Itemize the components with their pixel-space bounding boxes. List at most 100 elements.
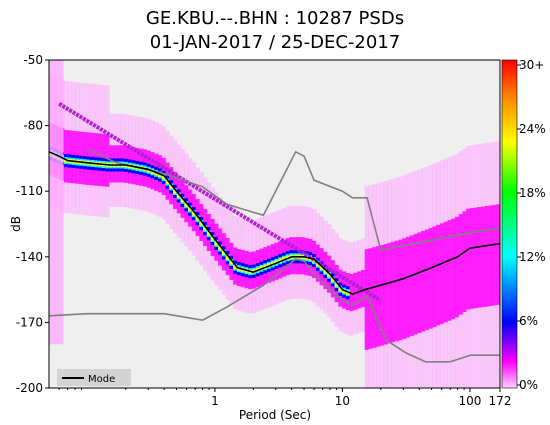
density-cell <box>417 232 422 334</box>
density-cell <box>458 214 464 315</box>
density-cell <box>383 243 388 345</box>
density-cell <box>210 236 215 241</box>
y-tick-label: -110 <box>16 184 43 198</box>
density-cell <box>233 265 238 270</box>
density-cell <box>462 211 467 312</box>
density-cell <box>225 255 230 260</box>
density-cell <box>477 207 482 308</box>
noise-models <box>49 148 500 363</box>
x-axis-label: Period (Sec) <box>239 408 311 422</box>
density-cell <box>49 60 64 345</box>
density-cell <box>203 226 208 231</box>
density-cell <box>428 228 433 329</box>
density-cell <box>398 239 403 341</box>
y-tick-label: -80 <box>23 119 43 133</box>
plot-frame <box>48 59 501 389</box>
y-tick-label: -200 <box>16 381 43 395</box>
density-cell <box>368 248 373 349</box>
density-cell <box>214 241 219 246</box>
legend-mode-label: Mode <box>88 374 115 385</box>
density-cell <box>443 221 448 323</box>
density-cell <box>218 246 223 251</box>
nhnm-curve <box>87 148 500 252</box>
colorbar-label: 30+ <box>519 58 544 72</box>
density-cell <box>409 235 415 336</box>
colorbar-label: 6% <box>519 314 538 328</box>
density-cell <box>432 226 437 328</box>
density-cell <box>492 204 497 306</box>
density-cell <box>229 260 234 265</box>
density-cell <box>391 241 396 343</box>
legend-box <box>57 369 131 386</box>
plot-area <box>48 59 501 389</box>
colorbar-label: 24% <box>519 122 546 136</box>
density-cell <box>334 282 339 287</box>
density-cell <box>375 246 381 347</box>
y-tick-label: -50 <box>23 53 43 67</box>
density-cell <box>195 216 200 221</box>
y-tick-label: -140 <box>16 250 43 264</box>
density-cell <box>338 287 343 292</box>
density-cell <box>473 207 479 309</box>
x-tick-label: 100 <box>459 394 482 408</box>
y-axis-label: dB <box>9 216 23 232</box>
density-cell <box>319 265 324 270</box>
colorbar-label: 12% <box>519 250 546 264</box>
x-axis: 1 10 100 172 <box>58 388 512 408</box>
density-cell <box>424 229 430 331</box>
density-cell <box>379 245 385 346</box>
colorbar-label: 0% <box>519 378 538 392</box>
density-cell <box>184 202 189 207</box>
x-tick-label: 10 <box>335 394 350 408</box>
density-cell <box>447 220 452 321</box>
density-cell <box>439 223 445 324</box>
density-cell <box>451 218 456 320</box>
density-cell <box>364 249 370 350</box>
density-cell <box>173 189 178 194</box>
density-cell <box>454 216 460 318</box>
chart-title-line1: GE.KBU.--.BHN : 10287 PSDs <box>146 8 404 29</box>
density-cell <box>330 277 336 282</box>
psd-density <box>49 60 500 388</box>
density-cell <box>466 208 471 310</box>
density-cell <box>488 205 494 307</box>
legend: Mode <box>57 369 131 386</box>
colorbar: 30+ 24% 18% 12% 6% 0% <box>501 58 546 392</box>
density-cell <box>413 233 418 335</box>
density-cell <box>406 236 411 338</box>
density-cell <box>357 271 362 309</box>
density-cell <box>402 238 407 339</box>
density-cell <box>481 206 486 308</box>
density-cell <box>323 269 328 274</box>
colorbar-ticks: 30+ 24% 18% 12% 6% 0% <box>517 58 546 392</box>
density-cell <box>387 242 392 344</box>
mode-layer <box>49 151 500 295</box>
density-cell <box>188 207 193 212</box>
density-cell <box>161 175 167 180</box>
density-cell <box>469 208 475 309</box>
density-cell <box>353 272 358 310</box>
density-cell <box>169 184 174 189</box>
density-cell <box>327 273 332 278</box>
density-cell <box>360 269 366 308</box>
density-cell <box>349 273 355 312</box>
y-axis: -50 -80 -110 -140 -170 -200 <box>16 53 49 395</box>
density-cell <box>484 205 490 307</box>
density-cell <box>199 221 204 226</box>
density-cell <box>180 198 185 203</box>
density-cell <box>496 204 500 305</box>
density-cell <box>176 193 182 198</box>
colorbar-gradient <box>501 59 518 389</box>
density-cell <box>206 231 212 236</box>
density-streak <box>58 102 382 303</box>
density-cell <box>221 250 227 255</box>
x-tick-label: 172 <box>489 394 512 408</box>
density-cell <box>394 240 400 342</box>
density-cell <box>312 258 317 263</box>
mode-curve <box>49 151 500 295</box>
density-cell <box>191 211 197 216</box>
density-cell <box>436 224 441 326</box>
chart-title-line2: 01-JAN-2017 / 25-DEC-2017 <box>150 32 401 53</box>
colorbar-label: 18% <box>519 186 546 200</box>
